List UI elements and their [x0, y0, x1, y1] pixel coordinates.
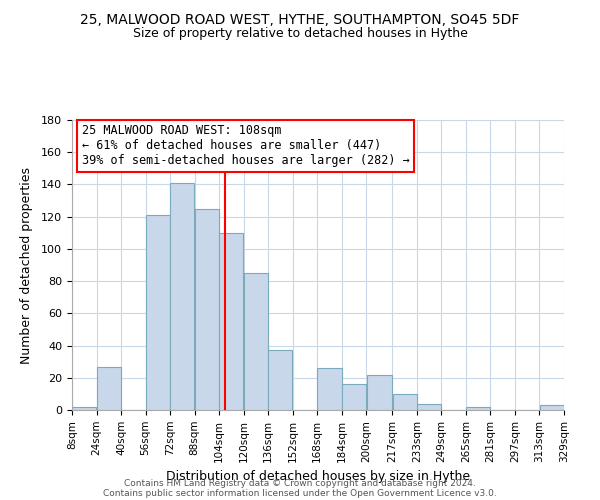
- Bar: [466, 407, 490, 410]
- Bar: [317, 368, 341, 410]
- Text: 25 MALWOOD ROAD WEST: 108sqm
← 61% of detached houses are smaller (447)
39% of s: 25 MALWOOD ROAD WEST: 108sqm ← 61% of de…: [82, 124, 410, 168]
- Bar: [268, 350, 292, 410]
- Bar: [367, 374, 392, 410]
- Bar: [342, 384, 366, 410]
- Bar: [392, 394, 416, 410]
- Bar: [220, 233, 244, 410]
- Text: 25, MALWOOD ROAD WEST, HYTHE, SOUTHAMPTON, SO45 5DF: 25, MALWOOD ROAD WEST, HYTHE, SOUTHAMPTO…: [80, 12, 520, 26]
- Bar: [244, 273, 268, 410]
- Text: Contains public sector information licensed under the Open Government Licence v3: Contains public sector information licen…: [103, 488, 497, 498]
- Bar: [97, 366, 121, 410]
- Text: Contains HM Land Registry data © Crown copyright and database right 2024.: Contains HM Land Registry data © Crown c…: [124, 478, 476, 488]
- Bar: [170, 183, 194, 410]
- X-axis label: Distribution of detached houses by size in Hythe: Distribution of detached houses by size …: [166, 470, 470, 483]
- Bar: [72, 407, 96, 410]
- Text: Size of property relative to detached houses in Hythe: Size of property relative to detached ho…: [133, 28, 467, 40]
- Bar: [146, 215, 170, 410]
- Bar: [417, 404, 441, 410]
- Bar: [195, 208, 219, 410]
- Y-axis label: Number of detached properties: Number of detached properties: [20, 166, 33, 364]
- Bar: [540, 405, 564, 410]
